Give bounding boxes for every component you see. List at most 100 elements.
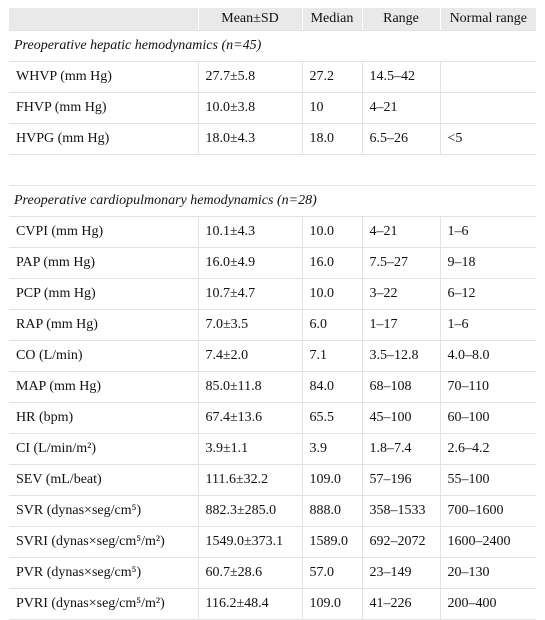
cell: 65.5: [302, 402, 363, 434]
row-label: PVR (dynas×seg/cm⁵): [9, 557, 199, 589]
cell: 700–1600: [440, 495, 536, 527]
data-row: SEV (mL/beat) 111.6±32.2 109.0 57–196 55–100: [9, 464, 536, 496]
cell: 57.0: [302, 557, 363, 589]
spacer-row: [9, 154, 536, 186]
cell: 109.0: [302, 588, 363, 620]
cell: 200–400: [440, 588, 536, 620]
cell: 60–100: [440, 402, 536, 434]
header-cell: Median: [302, 8, 363, 31]
cell: 882.3±285.0: [198, 495, 303, 527]
cell: 23–149: [362, 557, 441, 589]
data-row: MAP (mm Hg) 85.0±11.8 84.0 68–108 70–110: [9, 371, 536, 403]
row-label: MAP (mm Hg): [9, 371, 199, 403]
cell: 10.7±4.7: [198, 278, 303, 310]
data-row: CVPI (mm Hg) 10.1±4.3 10.0 4–21 1–6: [9, 216, 536, 248]
data-row: RAP (mm Hg) 7.0±3.5 6.0 1–17 1–6: [9, 309, 536, 341]
cell: 57–196: [362, 464, 441, 496]
cell: 16.0±4.9: [198, 247, 303, 279]
cell: 18.0: [302, 123, 363, 155]
cell: 1–6: [440, 309, 536, 341]
cell: 27.2: [302, 61, 363, 93]
empty-cell: [440, 92, 536, 124]
data-row: PVRI (dynas×seg/cm⁵/m²) 116.2±48.4 109.0 41…: [9, 588, 536, 620]
cell: 67.4±13.6: [198, 402, 303, 434]
cell: 6–12: [440, 278, 536, 310]
cell: <5: [440, 123, 536, 155]
data-row: PAP (mm Hg) 16.0±4.9 16.0 7.5–27 9–18: [9, 247, 536, 279]
cell: 4–21: [362, 216, 441, 248]
header-cell: [9, 8, 199, 31]
section-title: Preoperative hepatic hemodynamics (n=45): [9, 30, 536, 62]
page: Mean±SD Median Range Normal range Preoperat…: [9, 8, 536, 620]
data-row: FHVP (mm Hg) 10.0±3.8 10 4–21: [9, 92, 536, 124]
cell: 4.0–8.0: [440, 340, 536, 372]
cell: 692–2072: [362, 526, 441, 558]
cell: 109.0: [302, 464, 363, 496]
cell: 6.0: [302, 309, 363, 341]
cell: 3.9±1.1: [198, 433, 303, 465]
cell: 10.0±3.8: [198, 92, 303, 124]
cell: 55–100: [440, 464, 536, 496]
data-row: PCP (mm Hg) 10.7±4.7 10.0 3–22 6–12: [9, 278, 536, 310]
cell: 3.9: [302, 433, 363, 465]
cell: 16.0: [302, 247, 363, 279]
data-row: SVR (dynas×seg/cm⁵) 882.3±285.0 888.0 358–1…: [9, 495, 536, 527]
data-table: Mean±SD Median Range Normal range Preoperat…: [9, 8, 536, 620]
row-label: HVPG (mm Hg): [9, 123, 199, 155]
cell: 1–6: [440, 216, 536, 248]
header-row: Mean±SD Median Range Normal range: [9, 8, 536, 31]
cell: 27.7±5.8: [198, 61, 303, 93]
cell: 41–226: [362, 588, 441, 620]
cell: 18.0±4.3: [198, 123, 303, 155]
cell: 10.0: [302, 278, 363, 310]
cell: 111.6±32.2: [198, 464, 303, 496]
row-label: SEV (mL/beat): [9, 464, 199, 496]
cell: 1–17: [362, 309, 441, 341]
row-label: HR (bpm): [9, 402, 199, 434]
data-row: HR (bpm) 67.4±13.6 65.5 45–100 60–100: [9, 402, 536, 434]
cell: 6.5–26: [362, 123, 441, 155]
spacer-cell: [9, 154, 536, 186]
cell: 20–130: [440, 557, 536, 589]
cell: 85.0±11.8: [198, 371, 303, 403]
cell: 358–1533: [362, 495, 441, 527]
cell: 68–108: [362, 371, 441, 403]
cell: 10.1±4.3: [198, 216, 303, 248]
cell: 14.5–42: [362, 61, 441, 93]
cell: 1549.0±373.1: [198, 526, 303, 558]
row-label: FHVP (mm Hg): [9, 92, 199, 124]
cell: 45–100: [362, 402, 441, 434]
row-label: PCP (mm Hg): [9, 278, 199, 310]
cell: 1589.0: [302, 526, 363, 558]
cell: 70–110: [440, 371, 536, 403]
row-label: WHVP (mm Hg): [9, 61, 199, 93]
data-row: CI (L/min/m²) 3.9±1.1 3.9 1.8–7.4 2.6–4.2: [9, 433, 536, 465]
cell: 2.6–4.2: [440, 433, 536, 465]
cell: 888.0: [302, 495, 363, 527]
cell: 3–22: [362, 278, 441, 310]
section-row: Preoperative cardiopulmonary hemodynamic…: [9, 185, 536, 217]
data-row: CO (L/min) 7.4±2.0 7.1 3.5–12.8 4.0–8.0: [9, 340, 536, 372]
data-row: HVPG (mm Hg) 18.0±4.3 18.0 6.5–26 <5: [9, 123, 536, 155]
data-row: WHVP (mm Hg) 27.7±5.8 27.2 14.5–42: [9, 61, 536, 93]
row-label: CO (L/min): [9, 340, 199, 372]
cell: 1.8–7.4: [362, 433, 441, 465]
header-cell: Normal range: [440, 8, 536, 31]
cell: 3.5–12.8: [362, 340, 441, 372]
row-label: CVPI (mm Hg): [9, 216, 199, 248]
row-label: SVR (dynas×seg/cm⁵): [9, 495, 199, 527]
row-label: RAP (mm Hg): [9, 309, 199, 341]
cell: 7.4±2.0: [198, 340, 303, 372]
row-label: CI (L/min/m²): [9, 433, 199, 465]
cell: 4–21: [362, 92, 441, 124]
cell: 10: [302, 92, 363, 124]
cell: 9–18: [440, 247, 536, 279]
cell: 116.2±48.4: [198, 588, 303, 620]
empty-cell: [440, 61, 536, 93]
table-header: Mean±SD Median Range Normal range: [9, 8, 536, 31]
data-row: PVR (dynas×seg/cm⁵) 60.7±28.6 57.0 23–149 20…: [9, 557, 536, 589]
data-row: SVRI (dynas×seg/cm⁵/m²) 1549.0±373.1 1589.…: [9, 526, 536, 558]
cell: 7.0±3.5: [198, 309, 303, 341]
section-row: Preoperative hepatic hemodynamics (n=45): [9, 30, 536, 62]
